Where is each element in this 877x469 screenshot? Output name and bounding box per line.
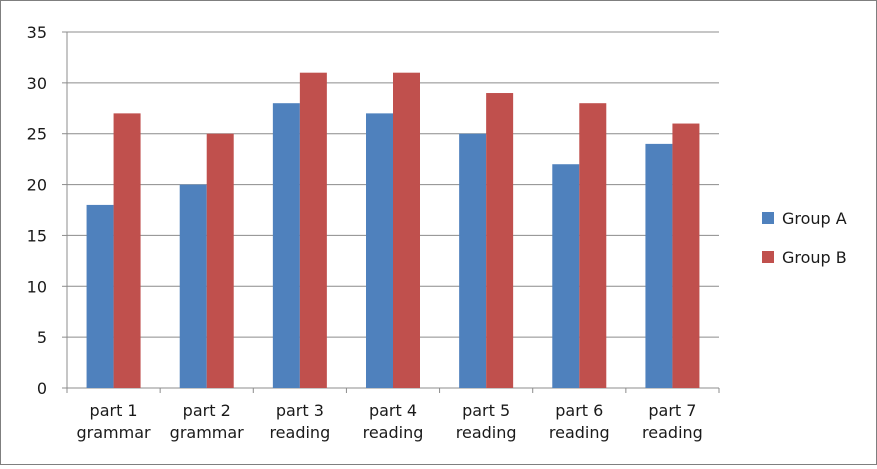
x-tick-label: reading xyxy=(549,423,610,442)
x-tick-label: reading xyxy=(456,423,517,442)
axis-labels: 0 5 10 15 20 25 30 35 part 1 grammar part 2 grammar… xyxy=(27,23,703,442)
x-tick-label: part 2 xyxy=(183,401,231,420)
y-tick-label: 35 xyxy=(27,23,47,42)
bar-group-b-4 xyxy=(393,72,420,388)
bar-group-a-6 xyxy=(552,164,580,388)
x-tick-label: part 1 xyxy=(90,401,138,420)
bar-group-b-7 xyxy=(672,123,700,389)
legend-label-group-a: Group A xyxy=(782,209,847,228)
legend: Group A Group B xyxy=(762,209,847,267)
x-tick-label: part 4 xyxy=(369,401,417,420)
x-tick-label: part 5 xyxy=(462,401,510,420)
y-tick-label: 25 xyxy=(27,125,47,144)
x-tick-label: reading xyxy=(269,423,330,442)
bar-group-b-6 xyxy=(579,103,607,388)
legend-swatch-group-b xyxy=(762,251,774,263)
x-tick-label: part 3 xyxy=(276,401,324,420)
bar-group-a-5 xyxy=(459,133,487,388)
bar-group-a-3 xyxy=(272,103,300,388)
legend-label-group-b: Group B xyxy=(782,248,847,267)
bar-group-a-2 xyxy=(179,184,207,388)
bar-group-b-1 xyxy=(113,113,141,388)
bar-group-a-7 xyxy=(645,143,673,388)
bar-group-a-4 xyxy=(366,113,393,388)
y-tick-label: 30 xyxy=(27,74,47,93)
bar-group-b-5 xyxy=(486,93,514,389)
y-tick-label: 0 xyxy=(37,379,47,398)
bar-group-b-3 xyxy=(299,72,327,388)
x-tick-label: grammar xyxy=(170,423,245,442)
y-tick-label: 5 xyxy=(37,328,47,347)
legend-swatch-group-a xyxy=(762,212,774,224)
x-tick-label: reading xyxy=(642,423,703,442)
y-tick-label: 20 xyxy=(27,176,47,195)
bar-group-a-1 xyxy=(86,204,114,388)
y-tick-label: 10 xyxy=(27,277,47,296)
x-tick-label: part 7 xyxy=(648,401,696,420)
bars xyxy=(86,72,700,389)
bar-group-b-2 xyxy=(206,133,234,388)
x-tick-label: reading xyxy=(363,423,424,442)
y-tick-label: 15 xyxy=(27,226,47,245)
x-tick-label: grammar xyxy=(77,423,152,442)
x-tick-label: part 6 xyxy=(555,401,603,420)
